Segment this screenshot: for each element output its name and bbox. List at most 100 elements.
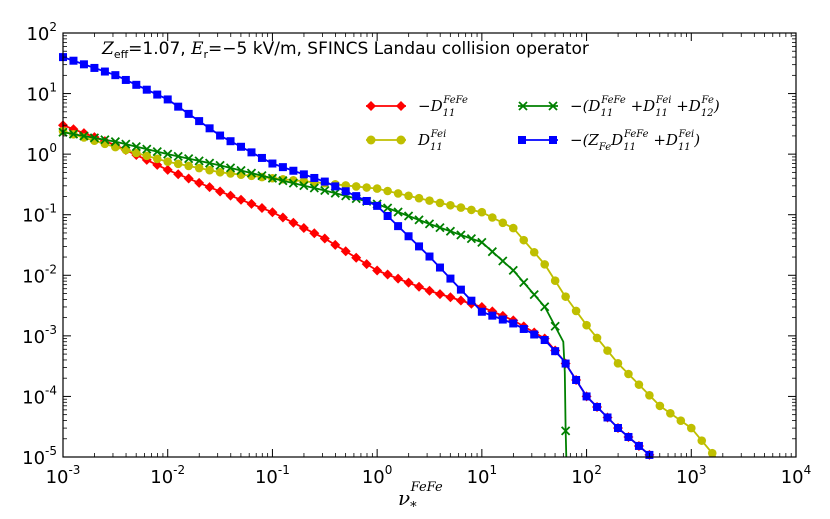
series-marker: [277, 212, 288, 223]
series-marker: [288, 178, 299, 188]
series-marker: [477, 307, 486, 316]
series-marker: [561, 292, 570, 301]
series-marker: [382, 203, 393, 213]
series-marker: [582, 392, 591, 401]
series-marker: [68, 129, 79, 139]
series-marker: [424, 285, 435, 296]
series-marker: [152, 147, 162, 157]
series-marker: [519, 277, 529, 288]
series-layer: [58, 53, 717, 460]
series-marker: [393, 189, 403, 198]
series-marker: [152, 154, 162, 164]
series-marker: [456, 230, 466, 240]
legend-item-d11-fei: D11Fei: [366, 129, 446, 153]
series-marker: [152, 159, 163, 170]
series-marker: [215, 167, 225, 177]
legend-label-neg-sum-d: −(D11FeFe +D11Fei +D12Fe): [570, 95, 720, 119]
series-marker: [110, 137, 120, 147]
series-marker: [310, 173, 319, 182]
legend-label-d11-fei: D11Fei: [417, 129, 446, 153]
series-marker: [383, 186, 392, 196]
series-marker: [246, 168, 257, 178]
series-marker: [509, 319, 518, 328]
series-marker: [403, 277, 414, 288]
series-marker: [425, 252, 434, 261]
series-marker: [634, 441, 643, 450]
series-marker: [216, 131, 225, 140]
series-marker: [121, 75, 130, 84]
series-marker: [634, 380, 644, 389]
series-marker: [435, 198, 445, 208]
series-marker: [477, 207, 487, 217]
legend-item-neg-d11-fefe: −D11FeFe: [366, 95, 468, 119]
series-marker: [100, 135, 110, 145]
series-marker: [362, 183, 371, 192]
series-marker: [132, 148, 141, 158]
series-marker: [393, 207, 403, 217]
series-marker: [455, 295, 466, 306]
series-marker: [456, 285, 465, 294]
series-marker: [341, 187, 350, 196]
y-tick-label: 10-3: [22, 323, 57, 348]
series-marker: [530, 330, 539, 339]
series-marker: [246, 198, 257, 209]
series-marker: [256, 203, 267, 214]
legend-marker-square: [518, 136, 526, 144]
series-marker: [184, 153, 194, 164]
series-marker: [676, 416, 686, 425]
x-tick-label: 103: [676, 463, 707, 488]
x-axis-label: ν*FeFe: [398, 480, 443, 515]
series-marker: [645, 390, 654, 400]
series-marker: [477, 237, 487, 247]
series-marker: [319, 233, 330, 244]
series-marker: [236, 194, 247, 205]
series-marker: [184, 161, 193, 171]
series-marker: [686, 423, 696, 433]
series-marker: [529, 289, 539, 300]
series-marker: [382, 269, 393, 280]
series-marker: [142, 144, 152, 154]
series-marker: [320, 185, 330, 196]
series-marker: [121, 145, 131, 155]
series-marker: [467, 296, 476, 305]
series-marker: [445, 226, 456, 236]
series-marker: [100, 67, 109, 76]
series-marker: [247, 148, 256, 157]
series-marker: [508, 223, 518, 233]
legend-label-neg-d11-fefe: −D11FeFe: [418, 95, 468, 119]
series-marker: [79, 133, 89, 142]
legend-label-neg-zfe-sum: −(ZFeD11FeFe +D11Fei): [570, 129, 700, 153]
series-marker: [414, 281, 425, 292]
series-marker: [69, 56, 78, 65]
series-marker: [560, 426, 571, 436]
series-marker: [666, 408, 675, 418]
series-marker: [226, 169, 235, 178]
series-marker: [183, 173, 194, 184]
series-marker: [529, 247, 539, 257]
series-marker: [299, 170, 308, 179]
x-tick-label: 104: [781, 463, 812, 488]
series-marker: [163, 157, 173, 167]
series-marker: [351, 182, 361, 191]
series-marker: [174, 102, 183, 111]
series-marker: [267, 173, 278, 183]
series-marker: [550, 321, 560, 331]
series-marker: [372, 184, 382, 193]
plot-frame: [62, 32, 797, 458]
series-marker: [550, 276, 560, 285]
series-marker: [257, 153, 266, 162]
series-marker: [153, 90, 162, 99]
series-marker: [561, 359, 570, 368]
legend-marker-circle: [366, 135, 376, 145]
series-marker: [508, 265, 518, 276]
y-tick-label: 101: [26, 81, 57, 106]
series-marker: [299, 180, 309, 191]
series-marker: [572, 375, 581, 384]
y-tick-label: 102: [26, 20, 57, 45]
x-tick-label: 10-2: [150, 463, 185, 488]
series-marker: [215, 160, 225, 170]
series-marker: [593, 402, 602, 411]
series-marker: [121, 139, 131, 149]
series-marker: [278, 176, 288, 186]
series-marker: [205, 165, 214, 175]
